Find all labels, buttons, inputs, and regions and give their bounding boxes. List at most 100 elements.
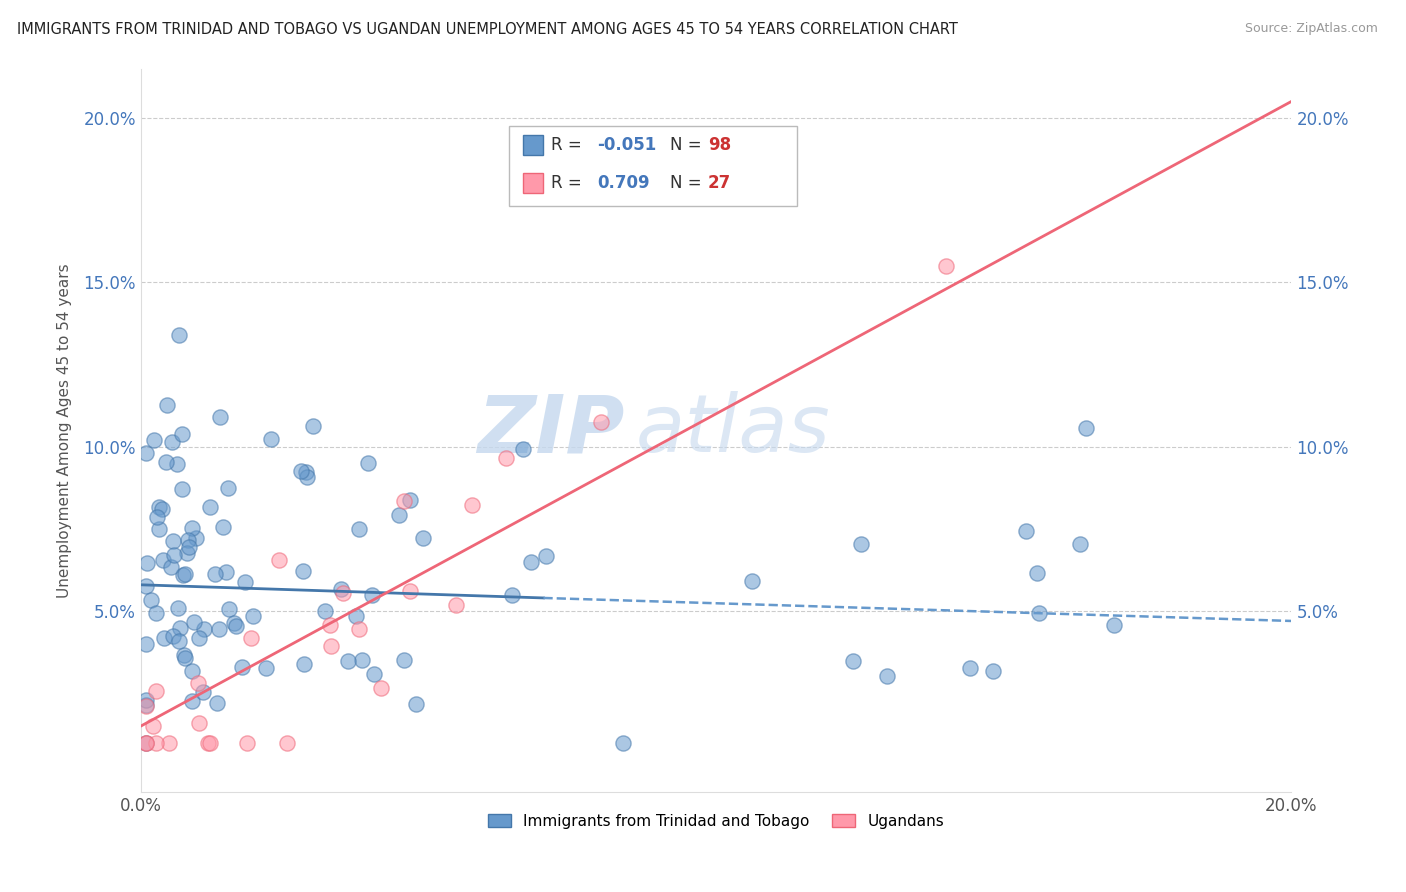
Point (162, 630, 184, 644)
Point (135, 579, 157, 593)
Point (332, 585, 354, 599)
Point (157, 736, 180, 750)
Point (148, 522, 170, 536)
Point (167, 634, 190, 648)
Point (276, 736, 298, 750)
Point (135, 736, 157, 750)
Point (344, 609, 367, 624)
Point (173, 567, 195, 582)
Point (217, 481, 239, 495)
Text: -0.051: -0.051 (598, 136, 657, 154)
Point (295, 465, 318, 479)
Point (352, 653, 374, 667)
Point (135, 446, 157, 460)
Point (205, 696, 228, 710)
Point (145, 684, 167, 698)
Point (187, 675, 209, 690)
Point (135, 637, 157, 651)
Point (183, 615, 205, 629)
Point (172, 483, 194, 497)
Y-axis label: Unemployment Among Ages 45 to 54 years: Unemployment Among Ages 45 to 54 years (58, 263, 72, 598)
Legend: Immigrants from Trinidad and Tobago, Ugandans: Immigrants from Trinidad and Tobago, Uga… (482, 807, 950, 835)
Point (370, 681, 392, 696)
Point (512, 442, 534, 457)
Point (612, 736, 634, 750)
Point (208, 622, 231, 636)
Bar (523, 135, 544, 155)
Point (254, 661, 277, 675)
Point (204, 566, 226, 581)
Point (146, 509, 169, 524)
Point (292, 657, 315, 671)
Bar (523, 173, 544, 193)
Point (444, 598, 467, 612)
Point (236, 736, 259, 750)
Point (156, 398, 179, 412)
Point (267, 553, 290, 567)
Point (135, 692, 157, 706)
Text: atlas: atlas (636, 392, 831, 469)
Point (741, 574, 763, 589)
Point (1015, 524, 1038, 538)
Point (150, 502, 173, 516)
Point (589, 416, 612, 430)
Point (1104, 618, 1126, 632)
Point (849, 537, 872, 551)
Point (1028, 606, 1050, 620)
Point (349, 523, 371, 537)
Point (198, 500, 221, 515)
Point (302, 419, 325, 434)
Point (142, 719, 165, 733)
Point (460, 498, 482, 512)
Point (336, 654, 359, 668)
Point (172, 567, 194, 582)
Point (519, 556, 541, 570)
Point (392, 653, 415, 667)
Point (399, 492, 422, 507)
FancyBboxPatch shape (509, 127, 797, 206)
Text: 98: 98 (709, 136, 731, 154)
Point (240, 631, 263, 645)
Point (319, 617, 342, 632)
Point (394, 493, 416, 508)
Point (321, 640, 343, 654)
Text: Source: ZipAtlas.com: Source: ZipAtlas.com (1244, 22, 1378, 36)
Point (398, 583, 420, 598)
Point (1069, 537, 1091, 551)
Text: IMMIGRANTS FROM TRINIDAD AND TOBAGO VS UGANDAN UNEMPLOYMENT AMONG AGES 45 TO 54 : IMMIGRANTS FROM TRINIDAD AND TOBAGO VS U… (17, 22, 957, 37)
Point (935, 259, 957, 273)
Point (193, 623, 215, 637)
Text: R =: R = (551, 174, 582, 192)
Point (181, 664, 204, 678)
Point (143, 433, 166, 447)
Point (1025, 566, 1047, 581)
Point (153, 631, 176, 645)
Text: N =: N = (671, 136, 702, 154)
Point (180, 521, 202, 535)
Point (842, 654, 865, 668)
Point (136, 556, 159, 570)
Point (163, 548, 186, 562)
Point (330, 582, 353, 596)
Point (180, 694, 202, 708)
Point (291, 564, 314, 578)
Point (188, 716, 211, 731)
Point (188, 632, 211, 646)
Point (191, 685, 214, 699)
Point (160, 435, 183, 450)
Point (501, 588, 523, 602)
Point (349, 622, 371, 636)
Point (536, 549, 558, 564)
Point (166, 601, 188, 615)
Point (222, 615, 245, 630)
Point (295, 470, 318, 484)
Point (162, 534, 184, 549)
Point (177, 540, 200, 554)
Point (959, 660, 981, 674)
Point (139, 593, 162, 607)
Point (208, 409, 231, 424)
Point (231, 659, 253, 673)
Point (176, 546, 198, 560)
Point (495, 450, 517, 465)
Point (152, 553, 174, 567)
